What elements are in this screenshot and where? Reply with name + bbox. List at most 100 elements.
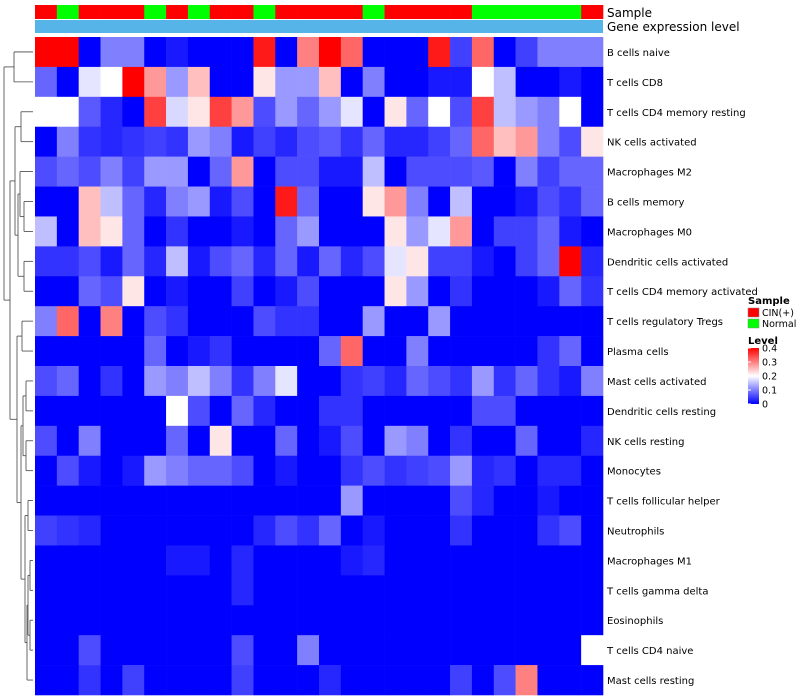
heatmap-cell <box>581 336 604 367</box>
heatmap-cell <box>166 485 189 516</box>
legend: Sample CIN(+) Normal Level 0.4 0.3 0.2 0.1 0 <box>747 296 796 411</box>
legend-tick-label: 0.1 <box>762 386 777 397</box>
heatmap-cell <box>362 425 385 457</box>
heatmap-cell <box>428 575 451 606</box>
heatmap-cell <box>340 515 363 546</box>
heatmap-cell <box>450 306 473 337</box>
heatmap-cell <box>209 395 232 427</box>
heatmap-cell <box>384 126 407 157</box>
heatmap-cell <box>362 66 385 98</box>
heatmap-cell <box>406 635 429 666</box>
heatmap-cell <box>144 96 167 128</box>
heatmap-cell <box>428 605 451 636</box>
heatmap-cell <box>166 575 189 606</box>
heatmap-cell <box>122 336 145 367</box>
heatmap-cell <box>35 605 58 636</box>
heatmap-cell <box>122 635 145 666</box>
heatmap-cell <box>319 156 342 187</box>
heatmap-cell <box>253 605 276 636</box>
row-label: NK cells activated <box>607 138 697 149</box>
sample-annotation-cell <box>362 5 385 19</box>
heatmap-cell <box>581 455 604 486</box>
heatmap-cell <box>78 246 101 277</box>
heatmap-cell <box>100 66 123 98</box>
heatmap-cell <box>297 665 320 696</box>
heatmap-cell <box>471 575 495 606</box>
heatmap-cell <box>537 37 560 68</box>
heatmap-cell <box>471 425 495 457</box>
heatmap-cell <box>581 545 604 576</box>
heatmap-cell <box>340 276 363 307</box>
heatmap-cell <box>471 216 495 247</box>
heatmap-cell <box>450 156 473 187</box>
heatmap-cell <box>537 485 560 516</box>
heatmap-cell <box>493 96 516 128</box>
heatmap-cell <box>406 395 429 427</box>
heatmap-cell <box>166 126 189 157</box>
heatmap-cell <box>209 216 232 247</box>
heatmap-cell <box>275 605 298 636</box>
heatmap-cell <box>471 485 495 516</box>
heatmap-cell <box>275 425 298 457</box>
heatmap-cell <box>275 37 298 68</box>
heatmap-cell <box>56 216 79 247</box>
heatmap-cell <box>319 186 342 217</box>
heatmap-cell <box>209 126 232 157</box>
heatmap-cell <box>231 485 254 516</box>
row-label: Neutrophils <box>607 527 664 538</box>
heatmap-cell <box>78 485 101 516</box>
heatmap-cell <box>362 37 385 68</box>
heatmap-cell <box>537 575 560 606</box>
heatmap-cell <box>515 186 538 217</box>
heatmap-cell <box>340 186 363 217</box>
heatmap-cell <box>275 156 298 187</box>
heatmap-cell <box>35 66 58 98</box>
heatmap-cell <box>35 366 58 397</box>
heatmap-cell <box>78 575 101 606</box>
heatmap-cell <box>275 366 298 397</box>
heatmap-cell <box>100 246 123 277</box>
heatmap-cell <box>559 186 582 217</box>
heatmap-cell <box>428 96 451 128</box>
heatmap-cell <box>231 126 254 157</box>
heatmap-cell <box>559 635 582 666</box>
heatmap-cell <box>297 635 320 666</box>
heatmap-cell <box>253 306 276 337</box>
heatmap-cell <box>340 455 363 486</box>
heatmap-cell <box>78 425 101 457</box>
heatmap-cell <box>144 246 167 277</box>
heatmap-cell <box>187 126 211 157</box>
heatmap-cell <box>231 246 254 277</box>
heatmap-cell <box>231 186 254 217</box>
heatmap-cell <box>537 455 560 486</box>
heatmap-cell <box>166 545 189 576</box>
heatmap-cell <box>362 276 385 307</box>
heatmap-cell <box>78 515 101 546</box>
heatmap-cell <box>362 216 385 247</box>
heatmap-cell <box>384 96 407 128</box>
heatmap-cell <box>100 515 123 546</box>
heatmap-cell <box>209 96 232 128</box>
heatmap-cell <box>559 37 582 68</box>
heatmap-cell <box>362 96 385 128</box>
heatmap-cell <box>122 96 145 128</box>
heatmap-cell <box>428 306 451 337</box>
heatmap-cell <box>297 575 320 606</box>
heatmap-cell <box>166 665 189 696</box>
heatmap-cell <box>559 306 582 337</box>
heatmap-cell <box>187 545 211 576</box>
heatmap-cell <box>166 37 189 68</box>
heatmap-cell <box>253 425 276 457</box>
heatmap-cell <box>253 246 276 277</box>
heatmap-cell <box>231 336 254 367</box>
heatmap-cell <box>297 485 320 516</box>
heatmap-cell <box>450 336 473 367</box>
heatmap-cell <box>166 306 189 337</box>
heatmap-cell <box>231 395 254 427</box>
heatmap-cell <box>122 545 145 576</box>
heatmap-cell <box>340 665 363 696</box>
heatmap-cell <box>428 455 451 486</box>
heatmap-cell <box>122 246 145 277</box>
heatmap-cell <box>100 425 123 457</box>
heatmap-cell <box>450 485 473 516</box>
